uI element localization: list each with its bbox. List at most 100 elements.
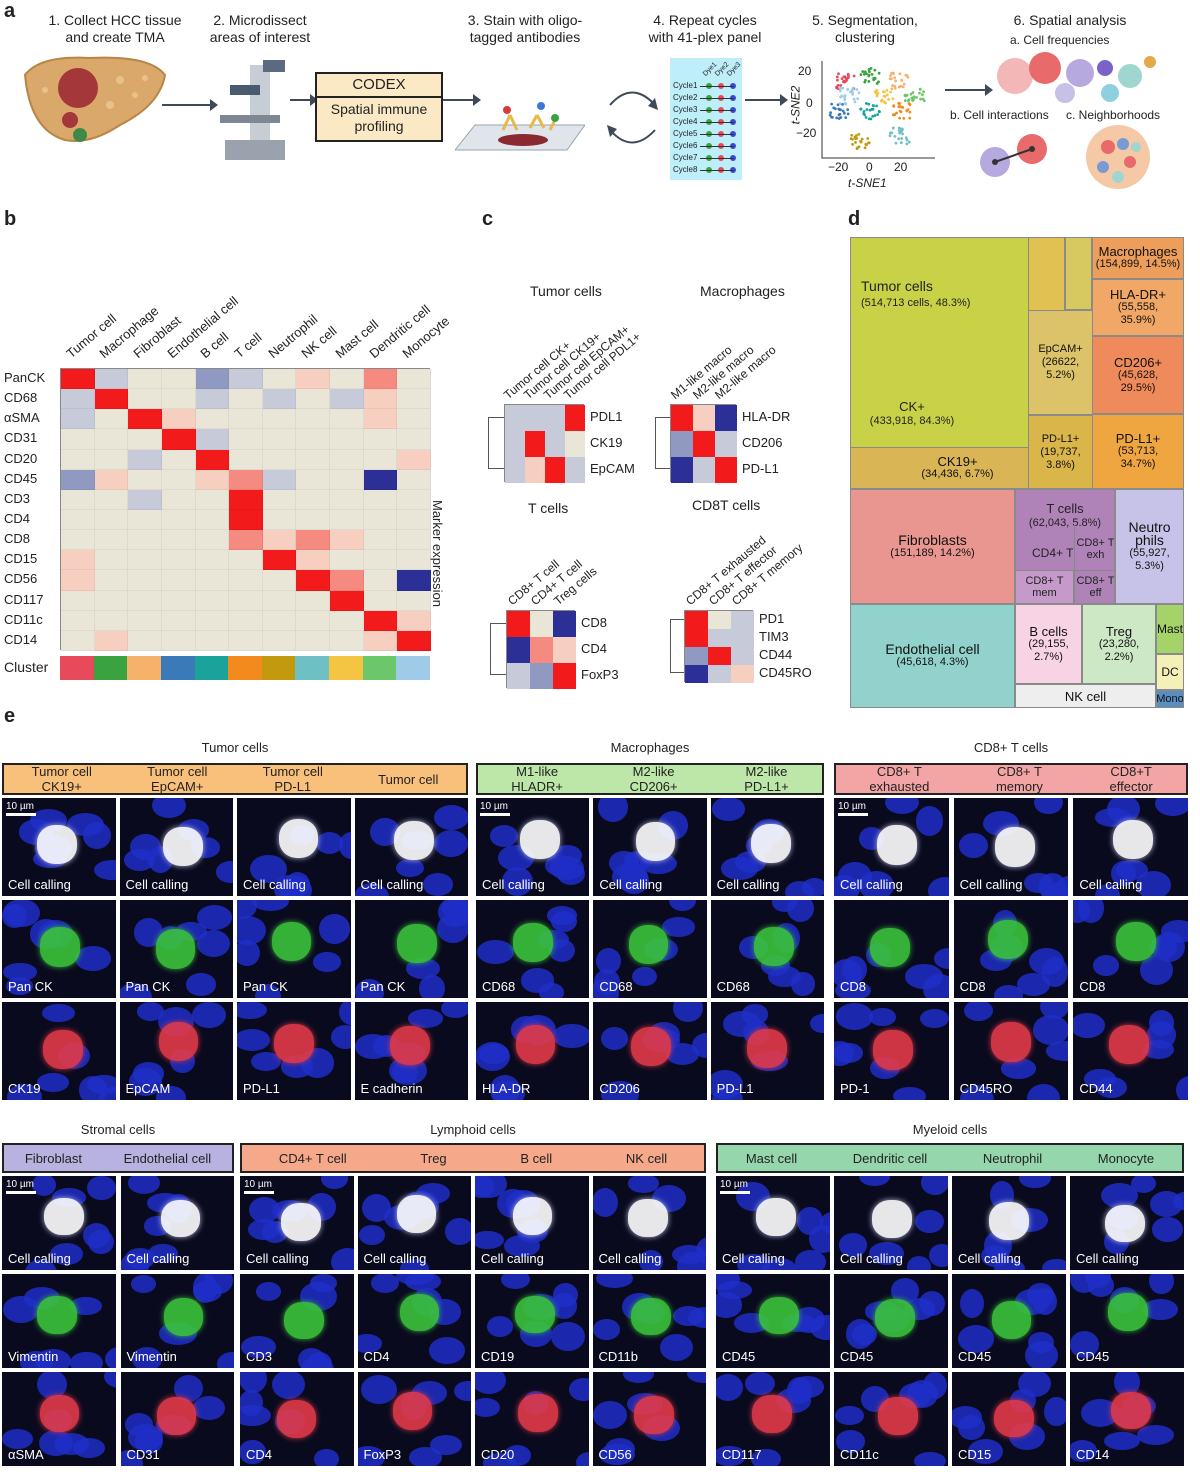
tm-dc: DC — [1156, 654, 1184, 690]
nucleus-blob — [712, 798, 745, 821]
tsne-point — [903, 99, 907, 102]
slide-illustration — [455, 102, 585, 151]
tsne-point — [919, 97, 923, 101]
nucleus-blob — [835, 1405, 865, 1426]
tsne-point — [841, 102, 844, 106]
cycle-label: Cycle6 — [673, 141, 698, 150]
tsne-point — [876, 113, 880, 116]
nucleus-blob — [241, 1335, 277, 1359]
tsne-point — [918, 87, 922, 91]
b-heat-cell — [61, 449, 95, 470]
b-heat-cell — [94, 449, 129, 470]
tm-epcam: EpCAM+ (26622, 5.2%) — [1028, 310, 1093, 415]
signal-blob — [390, 1026, 430, 1066]
tsne-point — [867, 68, 871, 71]
e-tile-label: Cell calling — [126, 1251, 190, 1266]
nucleus-blob — [552, 1023, 590, 1049]
tsne-point — [864, 78, 867, 82]
e-micrograph: CD8 — [834, 900, 949, 998]
b-heat-cell — [397, 550, 431, 571]
b-heat-cell — [195, 389, 230, 410]
nucleus-blob — [772, 900, 798, 912]
c-heat-cell — [671, 405, 693, 431]
b-heat-cell — [296, 429, 331, 450]
signal-blob — [628, 924, 669, 964]
nucleus-blob — [923, 974, 949, 998]
tsne-point — [900, 141, 903, 145]
c-row-label: CD45RO — [759, 665, 812, 680]
e-tile-label: Pan CK — [243, 979, 288, 994]
c-tumor-title: Tumor cells — [530, 283, 602, 299]
tsne-point — [851, 92, 855, 96]
codex-box: CODEX Spatial immune profiling — [315, 72, 443, 142]
nucleus-blob — [475, 1398, 500, 1418]
tsne-point — [841, 80, 845, 84]
e-micrograph: Cell calling — [237, 798, 351, 896]
tsne-point — [859, 73, 863, 76]
nucleus-blob — [958, 832, 989, 858]
tsne-point — [908, 116, 912, 120]
cluster-label: Cluster — [4, 659, 49, 675]
e-micrograph: CD68 — [710, 900, 824, 998]
tsne-point — [877, 71, 881, 75]
nucleus-blob — [354, 882, 390, 896]
nucleus-blob — [1042, 1259, 1066, 1270]
signal-blob — [274, 1024, 315, 1064]
e-col-header: Mast cell — [745, 1150, 798, 1166]
nucleus-blob — [851, 1323, 878, 1346]
e-micrograph: 10 µm Cell calling — [476, 798, 590, 896]
e-col-header: Endothelial cell — [123, 1150, 212, 1166]
nucleus-blob — [454, 1380, 471, 1402]
c-tcells-title: T cells — [528, 500, 569, 516]
e-col-header: Dendritic cell — [852, 1150, 928, 1166]
signal-blob — [872, 1200, 913, 1238]
cluster-swatch — [160, 656, 195, 680]
tm-macrophages: Macrophages (154,899, 14.5%) — [1092, 237, 1184, 279]
tsne-point — [836, 78, 839, 82]
nucleus-blob — [82, 822, 112, 849]
tsne-point — [860, 137, 864, 141]
b-heat-cell — [94, 570, 129, 591]
signal-blob — [162, 826, 203, 867]
cycle-label: Cycle1 — [673, 81, 698, 90]
e-group-title: Macrophages — [610, 740, 690, 755]
nucleus-blob — [1095, 1077, 1127, 1098]
b-heat-cell — [397, 469, 431, 490]
b-heat-cell — [61, 389, 95, 410]
tsne-point — [843, 94, 847, 97]
tsne-point — [891, 126, 895, 130]
b-heat-cell — [195, 570, 230, 591]
b-heat-cell — [61, 409, 95, 430]
tm-nk: NK cell — [1015, 684, 1156, 708]
b-heat-cell — [296, 550, 331, 571]
nucleus-blob — [592, 1187, 618, 1217]
c-heatmap-macro — [670, 404, 737, 483]
e-tile-label: Cell calling — [482, 877, 545, 892]
c-heat-cell — [507, 611, 530, 637]
tsne-point — [859, 107, 863, 111]
e-micrograph: CD11c — [834, 1372, 948, 1466]
nucleus-blob — [745, 1372, 775, 1395]
signal-blob — [278, 818, 319, 859]
e-micrograph: Cell calling — [834, 1176, 948, 1270]
nucleus-blob — [1136, 1425, 1174, 1446]
b-heat-cell — [229, 550, 263, 571]
e-micrograph: PD-L1 — [710, 1002, 824, 1100]
c-row-label: FoxP3 — [581, 667, 619, 682]
signal-blob — [870, 927, 911, 968]
nucleus-blob — [1077, 900, 1104, 923]
nucleus-blob — [42, 1004, 75, 1023]
b-heat-cell — [94, 590, 129, 611]
tsne-point — [875, 104, 879, 108]
e-tile-label: Cell calling — [722, 1251, 785, 1266]
e-group-header: Tumor cell CK19+ Tumor cell EpCAM+ Tumor cel… — [2, 763, 468, 795]
c-row-label: CK19 — [590, 435, 623, 450]
b-heat-cell — [229, 469, 263, 490]
e-col-header: M2-like CD206+ — [629, 764, 678, 794]
nucleus-blob — [556, 863, 585, 886]
signal-blob — [512, 1197, 553, 1235]
nucleus-blob — [156, 1085, 186, 1100]
tsne-point — [844, 116, 848, 120]
tsne-point — [905, 93, 909, 97]
